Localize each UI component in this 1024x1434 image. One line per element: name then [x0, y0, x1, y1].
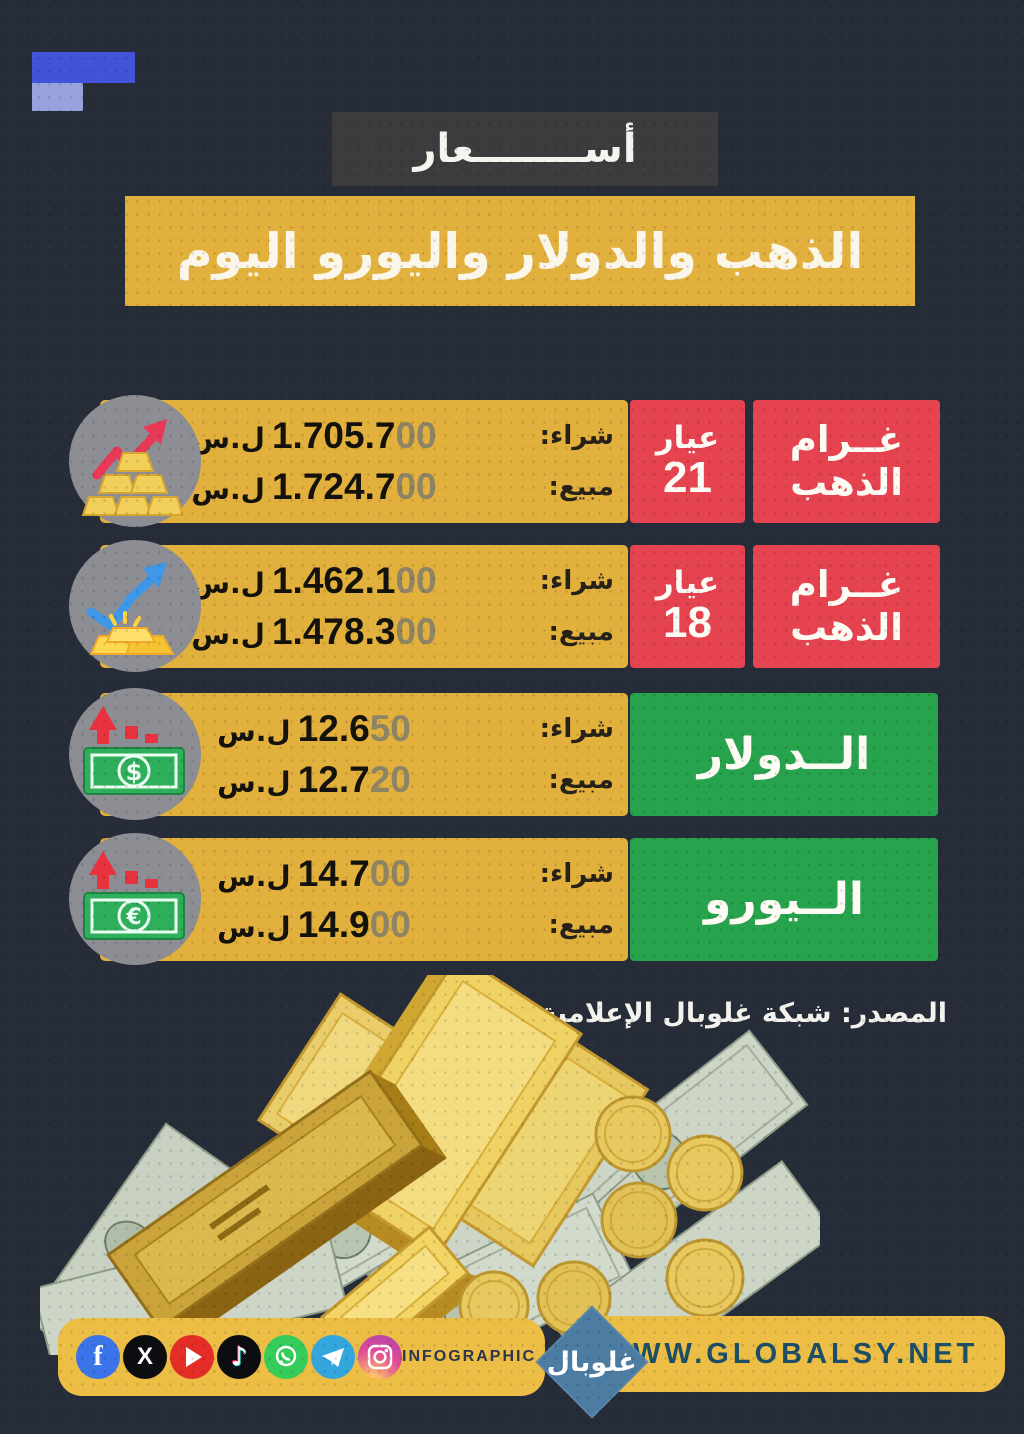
- buy-value: 14.700ل.س: [217, 853, 412, 894]
- tiktok-icon[interactable]: ♪: [217, 1335, 261, 1379]
- buy-label: شراء:: [539, 859, 614, 889]
- brand-shape-lavender: [32, 83, 83, 111]
- x-twitter-icon[interactable]: X: [123, 1335, 167, 1379]
- category-box-gold: غــرام الذهب: [753, 545, 940, 668]
- footer-website-bar: WWW.GLOBALSY.NET: [575, 1316, 1005, 1392]
- telegram-icon[interactable]: [311, 1335, 355, 1379]
- buy-label: شراء:: [539, 566, 614, 596]
- buy-line: شراء: 14.700ل.س: [114, 853, 614, 895]
- source-line: المصدر: شبكة غلوبال الإعلامية: [540, 998, 947, 1029]
- price-row-gold-21: شراء: 1.705.700ل.س مبيع: 1.724.700ل.س عي…: [0, 395, 1024, 527]
- currency-label: ل.س: [191, 618, 265, 651]
- buy-value: 1.705.700ل.س: [191, 415, 437, 456]
- karat-badge-21: عيار 21: [630, 400, 745, 523]
- currency-label: ل.س: [191, 473, 265, 506]
- page-title: أســــــــعار: [413, 126, 637, 172]
- price-row-dollar: شراء: 12.650ل.س مبيع: 12.720ل.س الــدولا…: [0, 688, 1024, 820]
- infographic-label: INFOGRAPHIC: [402, 1348, 536, 1365]
- gold-bars-trend-up-blue-icon: [69, 540, 201, 672]
- footer-social-bar: f X ♪: [58, 1318, 545, 1396]
- svg-text:$: $: [126, 758, 143, 786]
- buy-value: 12.650ل.س: [217, 708, 412, 749]
- sell-label: مبيع:: [548, 910, 614, 940]
- sell-value: 1.478.300ل.س: [191, 611, 437, 652]
- main-banner: الذهب والدولار واليورو اليوم: [125, 196, 915, 306]
- buy-line: شراء: 1.462.100ل.س: [114, 560, 614, 602]
- sell-line: مبيع: 12.720ل.س: [114, 759, 614, 801]
- price-row-euro: شراء: 14.700ل.س مبيع: 14.900ل.س الــيورو…: [0, 833, 1024, 965]
- sell-line: مبيع: 1.478.300ل.س: [114, 611, 614, 653]
- sell-value: 14.900ل.س: [217, 904, 412, 945]
- buy-line: شراء: 1.705.700ل.س: [114, 415, 614, 457]
- category-box-euro: الــيورو: [630, 838, 938, 961]
- dollar-bill-trend-up-icon: $: [69, 688, 201, 820]
- svg-text:€: €: [125, 905, 141, 930]
- currency-label: ل.س: [191, 422, 265, 455]
- youtube-icon[interactable]: [170, 1335, 214, 1379]
- whatsapp-icon[interactable]: [264, 1335, 308, 1379]
- sell-line: مبيع: 1.724.700ل.س: [114, 466, 614, 508]
- currency-label: ل.س: [191, 567, 265, 600]
- facebook-icon[interactable]: f: [76, 1335, 120, 1379]
- gold-bars-trend-up-red-icon: [69, 395, 201, 527]
- instagram-glyph: [367, 1344, 393, 1370]
- category-box-gold: غــرام الذهب: [753, 400, 940, 523]
- currency-label: ل.س: [217, 715, 291, 748]
- gold-and-dollars-photo: [40, 975, 820, 1355]
- brand-shape-blue: [32, 52, 135, 83]
- price-row-gold-18: شراء: 1.462.100ل.س مبيع: 1.478.300ل.س عي…: [0, 540, 1024, 672]
- karat-badge-18: عيار 18: [630, 545, 745, 668]
- sell-line: مبيع: 14.900ل.س: [114, 904, 614, 946]
- title-box: أســــــــعار: [332, 112, 718, 186]
- banner-text: الذهب والدولار واليورو اليوم: [176, 222, 864, 280]
- price-bar: شراء: 12.650ل.س مبيع: 12.720ل.س: [100, 693, 628, 816]
- globaly-logo-text: غلوبال: [546, 1346, 638, 1378]
- social-icons: f X ♪: [76, 1335, 402, 1379]
- sell-value: 1.724.700ل.س: [191, 466, 437, 507]
- price-bar: شراء: 1.705.700ل.س مبيع: 1.724.700ل.س: [100, 400, 628, 523]
- instagram-icon[interactable]: [358, 1335, 402, 1379]
- sell-label: مبيع:: [548, 765, 614, 795]
- currency-label: ل.س: [217, 766, 291, 799]
- buy-value: 1.462.100ل.س: [191, 560, 437, 601]
- sell-value: 12.720ل.س: [217, 759, 412, 800]
- play-glyph: [186, 1347, 202, 1367]
- whatsapp-glyph: [275, 1345, 297, 1367]
- buy-label: شراء:: [539, 714, 614, 744]
- currency-label: ل.س: [217, 860, 291, 893]
- gold-bars: [106, 975, 650, 1355]
- sell-label: مبيع:: [548, 617, 614, 647]
- telegram-glyph: [322, 1348, 344, 1367]
- currency-label: ل.س: [217, 911, 291, 944]
- category-box-dollar: الــدولار: [630, 693, 938, 816]
- gold-coins: [458, 1095, 745, 1342]
- sell-label: مبيع:: [548, 472, 614, 502]
- buy-label: شراء:: [539, 421, 614, 451]
- euro-bill-trend-up-icon: €: [69, 833, 201, 965]
- website-url[interactable]: WWW.GLOBALSY.NET: [601, 1337, 979, 1370]
- buy-line: شراء: 12.650ل.س: [114, 708, 614, 750]
